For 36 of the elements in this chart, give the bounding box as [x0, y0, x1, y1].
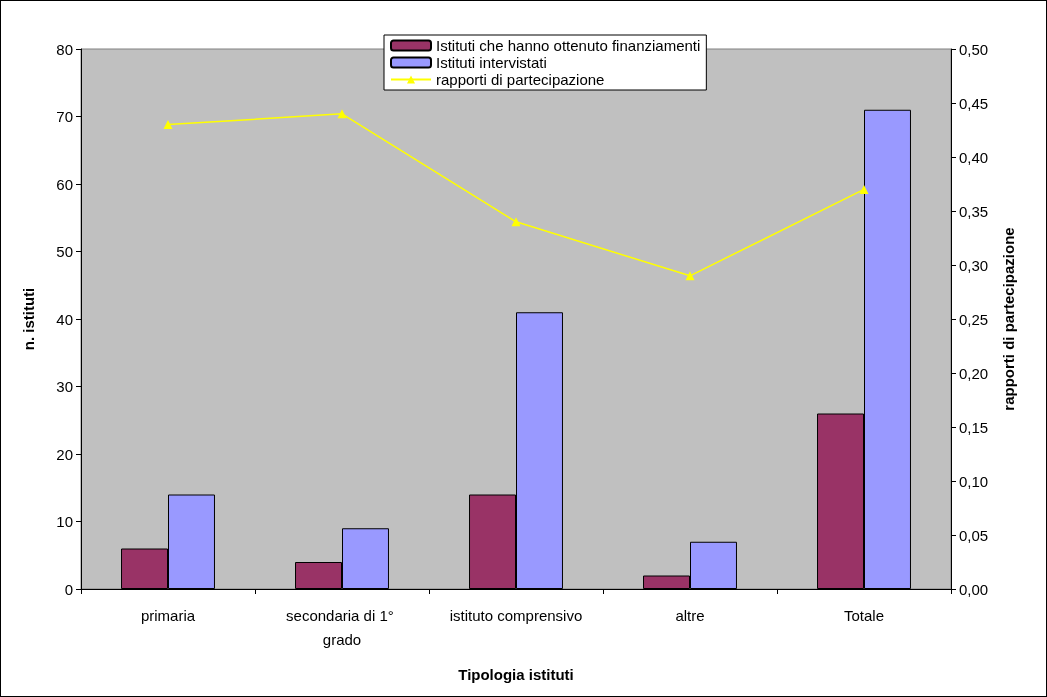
point — [511, 217, 521, 227]
y2-tick-label: 0,00 — [959, 580, 989, 598]
legend-label: Istituti che hanno ottenuto finanziamenti — [436, 37, 701, 54]
y-tick-label: 80 — [56, 40, 73, 58]
y2-tick-label: 0,50 — [959, 40, 989, 58]
y2-tick-label: 0,15 — [959, 418, 989, 436]
y2-tick-label: 0,40 — [959, 148, 989, 166]
x-tick-label: Totale — [843, 606, 885, 624]
y2-tick-label: 0,30 — [959, 256, 989, 274]
x-axis-title: Tipologia istituti — [458, 666, 574, 683]
y2-tick-label: 0,45 — [959, 94, 989, 112]
x-tick-label: secondaria di 1° grado — [286, 606, 398, 648]
y2-tick-label: 0,20 — [959, 364, 989, 382]
x-tick-label: altre — [675, 606, 705, 624]
y-tick-label: 70 — [56, 108, 73, 125]
x-tick-label: primaria — [140, 606, 196, 624]
point — [163, 120, 173, 130]
legend-label: Istituti intervistati — [436, 54, 547, 71]
y2-tick-label: 0,25 — [959, 310, 989, 328]
y2-tick-label: 0,10 — [959, 472, 989, 490]
y-tick-label: 60 — [56, 175, 73, 193]
y-axis-title: n. istituti — [20, 287, 37, 351]
y-tick-label: 30 — [56, 378, 73, 395]
x-tick-label: istituto comprensivo — [449, 606, 583, 624]
point — [859, 184, 869, 194]
y-tick-label: 50 — [56, 243, 73, 260]
y-tick-label: 10 — [56, 513, 73, 530]
y2-tick-label: 0,35 — [959, 202, 989, 220]
legend-label: rapporti di partecipazione — [436, 71, 605, 88]
y-tick-label: 0 — [64, 580, 73, 598]
y-tick-label: 40 — [56, 310, 73, 328]
y2-tick-label: 0,05 — [959, 526, 989, 544]
y-tick-label: 20 — [56, 445, 73, 463]
y2-axis-title: rapporti di partecipazione — [1000, 227, 1017, 411]
point — [337, 109, 347, 119]
point — [685, 271, 695, 281]
